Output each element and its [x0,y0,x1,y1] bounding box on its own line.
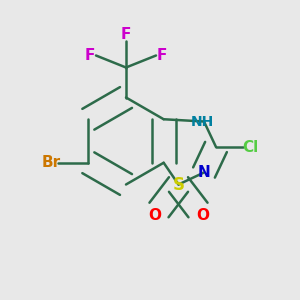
Text: O: O [148,208,161,224]
Text: F: F [157,48,167,63]
Text: F: F [85,48,95,63]
Text: S: S [172,176,184,194]
Text: F: F [121,27,131,42]
Text: NH: NH [191,115,214,128]
Text: O: O [196,208,209,224]
Text: Cl: Cl [242,140,259,154]
Text: N: N [198,165,210,180]
Text: Br: Br [41,155,60,170]
